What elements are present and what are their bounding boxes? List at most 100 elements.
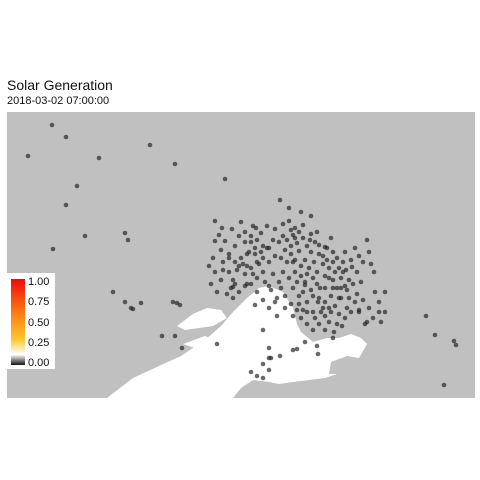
site-marker[interactable] bbox=[338, 285, 344, 291]
site-marker[interactable] bbox=[284, 237, 290, 243]
site-marker[interactable] bbox=[286, 205, 292, 211]
site-marker[interactable] bbox=[242, 283, 248, 289]
site-marker[interactable] bbox=[358, 279, 364, 285]
site-marker[interactable] bbox=[432, 332, 438, 338]
site-marker[interactable] bbox=[248, 239, 254, 245]
site-marker[interactable] bbox=[360, 259, 366, 265]
site-marker[interactable] bbox=[290, 259, 296, 265]
site-marker[interactable] bbox=[288, 227, 294, 233]
site-marker[interactable] bbox=[216, 232, 222, 238]
site-marker[interactable] bbox=[238, 255, 244, 261]
site-marker[interactable] bbox=[63, 202, 69, 208]
site-marker[interactable] bbox=[276, 279, 282, 285]
site-marker[interactable] bbox=[314, 229, 320, 235]
site-marker[interactable] bbox=[219, 225, 225, 231]
site-marker[interactable] bbox=[326, 265, 332, 271]
site-marker[interactable] bbox=[280, 233, 286, 239]
site-marker[interactable] bbox=[290, 313, 296, 319]
site-marker[interactable] bbox=[308, 213, 314, 219]
site-marker[interactable] bbox=[212, 269, 218, 275]
site-marker[interactable] bbox=[315, 299, 321, 305]
site-marker[interactable] bbox=[246, 249, 252, 255]
site-marker[interactable] bbox=[232, 243, 238, 249]
site-marker[interactable] bbox=[354, 269, 360, 275]
site-marker[interactable] bbox=[360, 297, 366, 303]
site-marker[interactable] bbox=[378, 319, 384, 325]
site-marker[interactable] bbox=[348, 257, 354, 263]
site-marker[interactable] bbox=[336, 265, 342, 271]
site-marker[interactable] bbox=[330, 335, 336, 341]
site-marker[interactable] bbox=[25, 153, 31, 159]
site-marker[interactable] bbox=[453, 342, 459, 348]
site-marker[interactable] bbox=[292, 269, 298, 275]
site-marker[interactable] bbox=[324, 245, 330, 251]
site-marker[interactable] bbox=[230, 295, 236, 301]
site-marker[interactable] bbox=[125, 237, 131, 243]
site-marker[interactable] bbox=[220, 267, 226, 273]
site-marker[interactable] bbox=[382, 289, 388, 295]
site-marker[interactable] bbox=[302, 339, 308, 345]
site-marker[interactable] bbox=[302, 279, 308, 285]
site-marker[interactable] bbox=[222, 238, 228, 244]
site-marker[interactable] bbox=[316, 242, 322, 248]
site-marker[interactable] bbox=[266, 245, 272, 251]
site-marker[interactable] bbox=[248, 281, 254, 287]
site-marker[interactable] bbox=[229, 226, 235, 232]
site-marker[interactable] bbox=[331, 329, 337, 335]
site-marker[interactable] bbox=[280, 269, 286, 275]
site-marker[interactable] bbox=[228, 285, 234, 291]
site-marker[interactable] bbox=[334, 285, 340, 291]
site-marker[interactable] bbox=[304, 271, 310, 277]
site-marker[interactable] bbox=[266, 283, 272, 289]
site-marker[interactable] bbox=[179, 345, 185, 351]
site-marker[interactable] bbox=[240, 261, 246, 267]
site-marker[interactable] bbox=[330, 277, 336, 283]
site-marker[interactable] bbox=[277, 353, 283, 359]
site-marker[interactable] bbox=[50, 246, 56, 252]
site-marker[interactable] bbox=[49, 122, 55, 128]
site-marker[interactable] bbox=[349, 264, 355, 270]
site-marker[interactable] bbox=[253, 225, 259, 231]
site-marker[interactable] bbox=[282, 293, 288, 299]
site-marker[interactable] bbox=[326, 305, 332, 311]
site-marker[interactable] bbox=[326, 319, 332, 325]
site-marker[interactable] bbox=[326, 275, 332, 281]
site-marker[interactable] bbox=[376, 309, 382, 315]
site-marker[interactable] bbox=[284, 259, 290, 265]
site-marker[interactable] bbox=[344, 305, 350, 311]
site-marker[interactable] bbox=[320, 261, 326, 267]
site-marker[interactable] bbox=[258, 249, 264, 255]
site-marker[interactable] bbox=[214, 341, 220, 347]
site-marker[interactable] bbox=[130, 306, 136, 312]
site-marker[interactable] bbox=[364, 237, 370, 243]
site-marker[interactable] bbox=[294, 346, 300, 352]
site-marker[interactable] bbox=[138, 300, 144, 306]
site-marker[interactable] bbox=[242, 271, 248, 277]
site-marker[interactable] bbox=[310, 275, 316, 281]
site-marker[interactable] bbox=[266, 345, 272, 351]
site-marker[interactable] bbox=[96, 155, 102, 161]
site-marker[interactable] bbox=[334, 255, 340, 261]
site-marker[interactable] bbox=[236, 233, 242, 239]
site-marker[interactable] bbox=[300, 222, 306, 228]
site-marker[interactable] bbox=[260, 327, 266, 333]
site-marker[interactable] bbox=[230, 277, 236, 283]
site-marker[interactable] bbox=[274, 295, 280, 301]
site-marker[interactable] bbox=[266, 259, 272, 265]
site-marker[interactable] bbox=[304, 299, 310, 305]
site-marker[interactable] bbox=[316, 251, 322, 257]
site-marker[interactable] bbox=[310, 293, 316, 299]
site-marker[interactable] bbox=[330, 249, 336, 255]
site-marker[interactable] bbox=[276, 239, 282, 245]
site-marker[interactable] bbox=[423, 313, 429, 319]
site-marker[interactable] bbox=[234, 267, 240, 273]
site-marker[interactable] bbox=[339, 323, 345, 329]
site-marker[interactable] bbox=[320, 305, 326, 311]
site-marker[interactable] bbox=[298, 209, 304, 215]
site-marker[interactable] bbox=[212, 218, 218, 224]
site-marker[interactable] bbox=[254, 275, 260, 281]
site-marker[interactable] bbox=[312, 239, 318, 245]
site-marker[interactable] bbox=[356, 253, 362, 259]
site-marker[interactable] bbox=[270, 271, 276, 277]
site-marker[interactable] bbox=[260, 255, 266, 261]
